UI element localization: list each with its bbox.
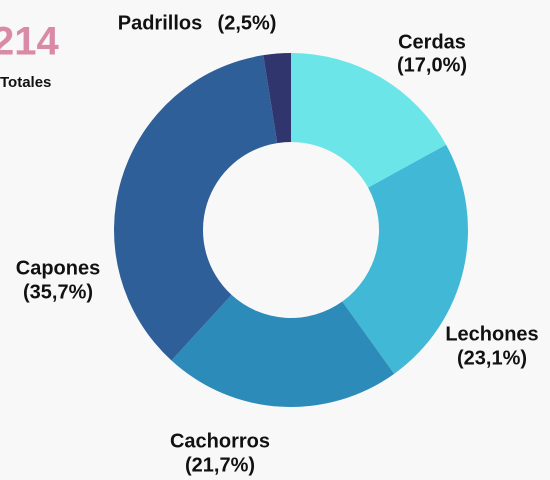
slice-label: Capones — [16, 257, 100, 279]
slice-label: Cerdas — [398, 31, 466, 53]
slice-value-label: (23,1%) — [457, 347, 527, 369]
donut-slice — [113, 55, 278, 361]
donut-slice — [171, 294, 395, 407]
slice-value-label: (17,0%) — [397, 54, 467, 76]
donut-slice — [291, 53, 447, 188]
slice-value-label: (2,5%) — [218, 12, 277, 34]
slice-label: Padrillos — [118, 12, 202, 34]
slice-label: Lechones — [445, 323, 538, 345]
donut-slice — [263, 53, 291, 144]
total-label: Totales — [0, 74, 51, 91]
slice-value-label: (35,7%) — [23, 281, 93, 303]
total-value: 214 — [0, 20, 59, 64]
slice-label: Cachorros — [170, 430, 270, 452]
slice-value-label: (21,7%) — [185, 454, 255, 476]
donut-slice — [342, 144, 469, 374]
